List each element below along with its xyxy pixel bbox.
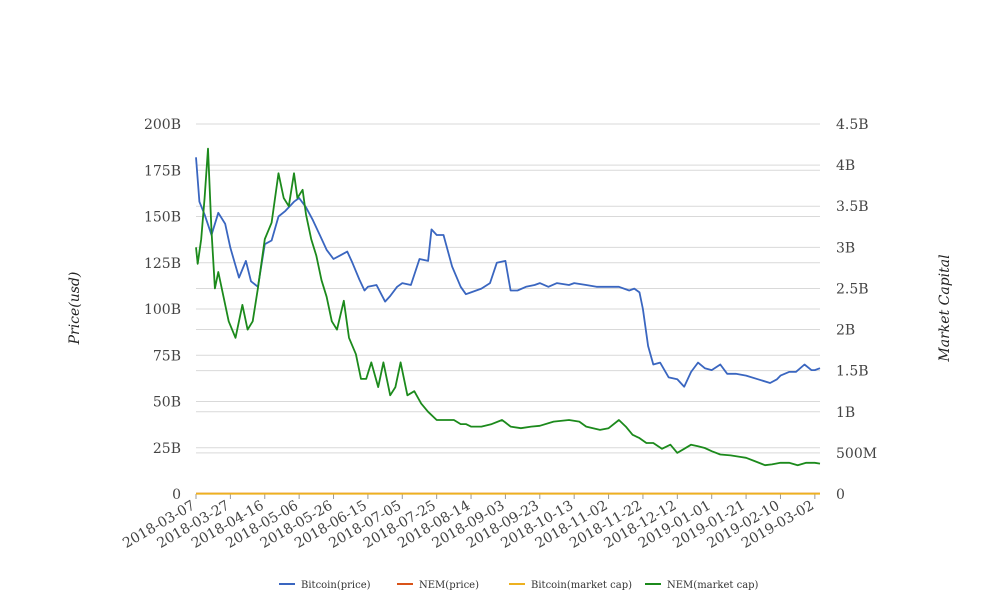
y2-tick-label: 3.5B — [836, 199, 869, 215]
y-tick-label: 175B — [144, 163, 181, 179]
legend: Bitcoin(price) NEM(price) Bitcoin(market c… — [279, 580, 759, 591]
y2-tick-label: 500M — [836, 446, 877, 462]
gridlines — [196, 123, 820, 495]
y-tick-label: 150B — [144, 210, 181, 226]
y-tick-label: 75B — [153, 348, 181, 364]
y-tick-label: 100B — [144, 302, 181, 318]
y2-tick-label: 2.5B — [836, 281, 869, 297]
y-tick-label: 200B — [144, 117, 181, 133]
series-bitcoin-price — [195, 157, 821, 388]
y-tick-label: 25B — [153, 441, 181, 457]
y-axis-title: Price(usd) — [67, 272, 83, 346]
y2-tick-label: 0 — [836, 487, 845, 503]
legend-label: Bitcoin(market cap) — [531, 580, 632, 591]
y2-axis-title: Market Capital — [937, 254, 953, 362]
y2-tick-label: 4.5B — [836, 117, 869, 133]
series-nem-market-cap — [195, 147, 821, 467]
legend-label: NEM(price) — [419, 580, 479, 591]
y-tick-label: 0 — [172, 487, 181, 503]
axes: 0 25B 50B 75B 100B 125B 150B 175B 200B 0 500M 1B 1.5… — [120, 117, 877, 552]
y2-tick-label: 1B — [836, 405, 855, 421]
y-tick-label: 50B — [153, 395, 181, 411]
y2-tick-label: 4B — [836, 158, 855, 174]
y2-tick-label: 2B — [836, 323, 855, 339]
y2-tick-label: 3B — [836, 240, 855, 256]
legend-label: Bitcoin(price) — [301, 580, 371, 591]
y-tick-label: 125B — [144, 256, 181, 272]
series-lines — [195, 147, 821, 495]
y2-tick-label: 1.5B — [836, 364, 869, 380]
legend-label: NEM(market cap) — [667, 580, 759, 591]
